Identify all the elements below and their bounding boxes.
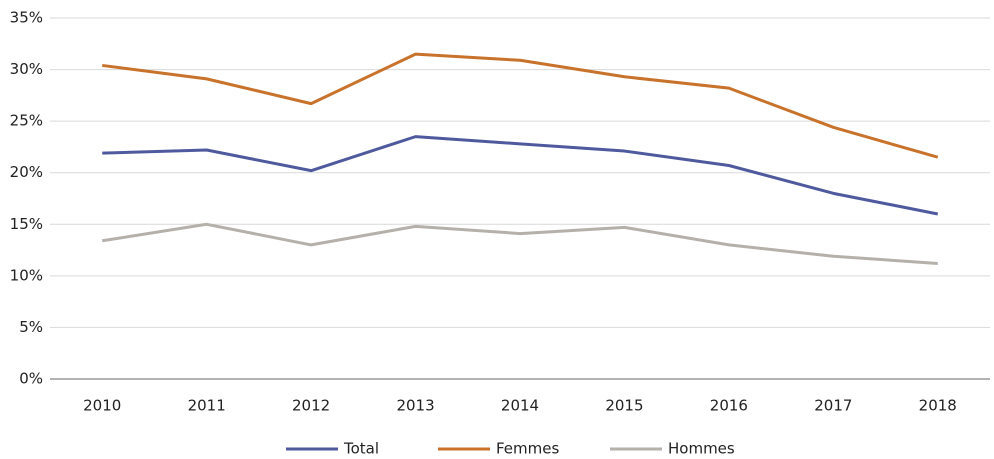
y-tick-label: 35% <box>10 9 43 27</box>
y-tick-label: 20% <box>10 163 43 181</box>
series-line <box>101 222 938 265</box>
y-tick-label: 30% <box>10 60 43 78</box>
x-tick-label: 2012 <box>292 397 330 415</box>
x-tick-label: 2018 <box>919 397 957 415</box>
legend-label: Hommes <box>668 440 735 458</box>
y-tick-label: 5% <box>19 318 43 336</box>
series-line <box>102 135 939 216</box>
x-tick-label: 2015 <box>605 397 643 415</box>
legend-label: Femmes <box>496 440 559 458</box>
y-tick-label: 25% <box>10 112 43 130</box>
y-tick-label: 10% <box>10 266 43 284</box>
x-tick-label: 2011 <box>188 397 226 415</box>
legend-label: Total <box>343 440 379 458</box>
y-tick-label: 0% <box>19 370 43 388</box>
x-tick-label: 2014 <box>501 397 539 415</box>
x-tick-label: 2017 <box>814 397 852 415</box>
x-tick-label: 2013 <box>396 397 434 415</box>
series-line <box>102 52 939 159</box>
x-tick-label: 2010 <box>83 397 121 415</box>
x-tick-label: 2016 <box>710 397 748 415</box>
y-tick-label: 15% <box>10 215 43 233</box>
